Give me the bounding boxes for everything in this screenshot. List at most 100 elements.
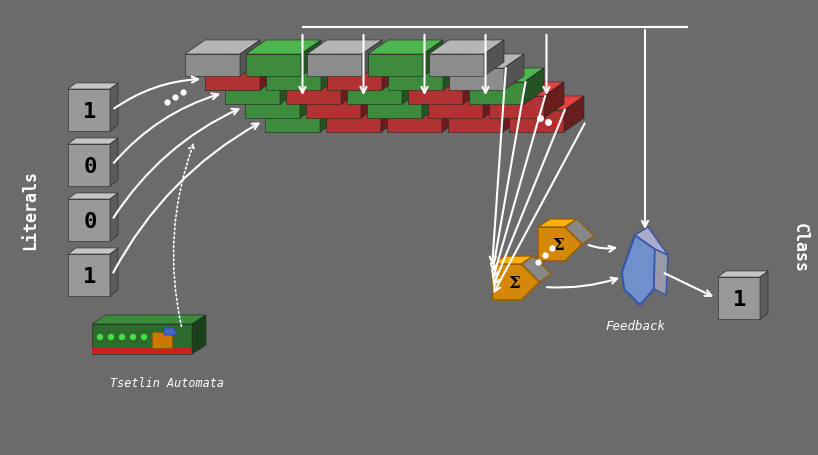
Circle shape (152, 335, 158, 340)
Polygon shape (301, 41, 321, 77)
Polygon shape (509, 111, 564, 133)
Polygon shape (408, 83, 463, 105)
Polygon shape (164, 328, 177, 335)
Polygon shape (368, 41, 443, 55)
Polygon shape (286, 83, 341, 105)
Polygon shape (449, 69, 504, 91)
Polygon shape (240, 41, 260, 77)
Circle shape (131, 335, 136, 340)
Polygon shape (246, 41, 321, 55)
Polygon shape (429, 55, 484, 77)
Polygon shape (68, 90, 110, 131)
Polygon shape (654, 249, 668, 295)
Polygon shape (442, 97, 462, 133)
Polygon shape (635, 228, 668, 255)
Polygon shape (68, 254, 110, 296)
Polygon shape (68, 145, 110, 187)
Polygon shape (422, 83, 442, 119)
Polygon shape (538, 219, 578, 228)
Polygon shape (387, 97, 462, 111)
Polygon shape (326, 97, 401, 111)
Polygon shape (68, 193, 118, 200)
Polygon shape (280, 69, 300, 105)
Polygon shape (463, 69, 483, 105)
Polygon shape (326, 111, 381, 133)
Polygon shape (760, 271, 768, 319)
Polygon shape (110, 84, 118, 131)
Polygon shape (266, 55, 341, 69)
Polygon shape (509, 97, 584, 111)
Polygon shape (388, 55, 463, 69)
Text: 1: 1 (83, 102, 97, 122)
Polygon shape (423, 41, 443, 77)
Polygon shape (484, 41, 504, 77)
Polygon shape (192, 315, 206, 354)
Polygon shape (321, 55, 341, 91)
Polygon shape (362, 41, 382, 77)
Polygon shape (428, 83, 503, 97)
Polygon shape (368, 55, 423, 77)
Polygon shape (152, 332, 172, 348)
Polygon shape (544, 83, 564, 119)
Text: Class: Class (791, 222, 809, 273)
Polygon shape (68, 248, 118, 254)
Polygon shape (408, 69, 483, 83)
Polygon shape (205, 69, 260, 91)
Polygon shape (443, 55, 463, 91)
Text: 0: 0 (83, 212, 97, 232)
Polygon shape (68, 84, 118, 90)
Polygon shape (429, 41, 504, 55)
Polygon shape (382, 55, 402, 91)
Polygon shape (402, 69, 422, 105)
Polygon shape (246, 55, 301, 77)
Text: Σ: Σ (552, 237, 564, 254)
Polygon shape (718, 278, 760, 319)
Polygon shape (347, 83, 402, 105)
Polygon shape (300, 83, 320, 119)
Text: Literals: Literals (21, 170, 39, 249)
Polygon shape (622, 236, 655, 305)
Polygon shape (266, 69, 321, 91)
Polygon shape (361, 83, 381, 119)
Polygon shape (483, 83, 503, 119)
Polygon shape (185, 41, 260, 55)
Polygon shape (469, 69, 544, 83)
Polygon shape (286, 69, 361, 83)
Polygon shape (92, 315, 206, 324)
Circle shape (164, 335, 169, 340)
Polygon shape (110, 193, 118, 242)
Polygon shape (504, 55, 524, 91)
Polygon shape (306, 97, 361, 119)
Polygon shape (521, 257, 551, 283)
Polygon shape (327, 69, 382, 91)
Polygon shape (327, 55, 402, 69)
Polygon shape (469, 83, 524, 105)
Polygon shape (306, 83, 381, 97)
Circle shape (142, 335, 146, 340)
Text: Tsetlin Automata: Tsetlin Automata (110, 376, 224, 389)
Polygon shape (110, 139, 118, 187)
Polygon shape (245, 83, 320, 97)
Polygon shape (68, 139, 118, 145)
Polygon shape (367, 97, 422, 119)
Polygon shape (260, 55, 280, 91)
Circle shape (119, 335, 124, 340)
Polygon shape (492, 257, 533, 264)
Polygon shape (265, 97, 340, 111)
Polygon shape (347, 69, 422, 83)
Polygon shape (92, 324, 192, 354)
Text: 1: 1 (83, 267, 97, 286)
Polygon shape (428, 97, 483, 119)
Polygon shape (489, 83, 564, 97)
Polygon shape (225, 83, 280, 105)
Text: 0: 0 (83, 157, 97, 177)
Polygon shape (564, 97, 584, 133)
Polygon shape (68, 200, 110, 242)
Polygon shape (245, 97, 300, 119)
Polygon shape (388, 69, 443, 91)
Polygon shape (448, 111, 503, 133)
Circle shape (97, 335, 102, 340)
Polygon shape (449, 55, 524, 69)
Polygon shape (538, 228, 582, 262)
Polygon shape (265, 111, 320, 133)
